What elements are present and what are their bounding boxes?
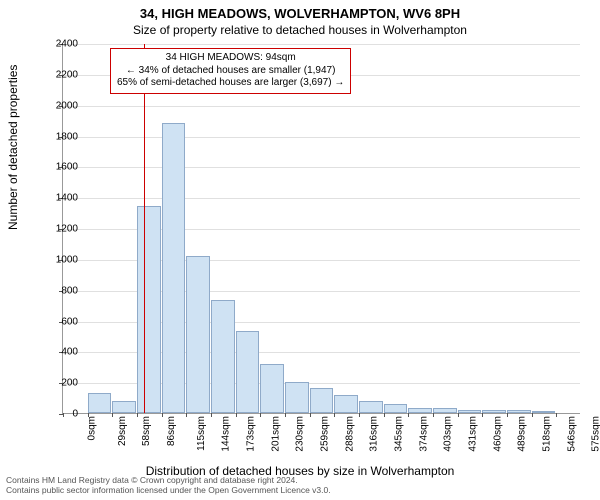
y-tick-label: 400 — [38, 347, 78, 358]
x-tick — [507, 413, 508, 417]
x-tick-label: 144sqm — [221, 416, 232, 452]
x-tick-label: 115sqm — [196, 416, 207, 451]
y-tick-label: 800 — [38, 285, 78, 296]
x-tick-label: 403sqm — [443, 416, 454, 452]
histogram-bar — [384, 404, 408, 413]
histogram-chart — [62, 44, 580, 414]
annotation-line-3: 65% of semi-detached houses are larger (… — [117, 77, 344, 90]
x-tick — [408, 413, 409, 417]
x-tick-label: 316sqm — [369, 416, 380, 452]
histogram-bar — [162, 123, 186, 413]
x-tick — [112, 413, 113, 417]
annotation-line-1: 34 HIGH MEADOWS: 94sqm — [117, 52, 344, 65]
x-tick — [482, 413, 483, 417]
x-tick — [334, 413, 335, 417]
y-tick-label: 600 — [38, 316, 78, 327]
x-tick — [137, 413, 138, 417]
histogram-bar — [507, 410, 531, 413]
page-title: 34, HIGH MEADOWS, WOLVERHAMPTON, WV6 8PH — [0, 6, 600, 21]
x-tick-label: 374sqm — [418, 416, 429, 452]
histogram-bar — [433, 408, 457, 413]
gridline — [63, 167, 580, 168]
histogram-bar — [186, 256, 210, 413]
attribution-footer: Contains HM Land Registry data © Crown c… — [6, 476, 331, 496]
histogram-bar — [482, 410, 506, 413]
x-tick-label: 29sqm — [117, 416, 128, 446]
x-tick-label: 431sqm — [468, 416, 479, 452]
y-tick-label: 1400 — [38, 193, 78, 204]
x-tick-label: 173sqm — [246, 416, 257, 452]
x-tick — [310, 413, 311, 417]
y-tick-label: 2400 — [38, 39, 78, 50]
annotation-box: 34 HIGH MEADOWS: 94sqm← 34% of detached … — [110, 48, 351, 94]
x-tick — [260, 413, 261, 417]
histogram-bar — [458, 410, 482, 413]
y-tick-label: 1200 — [38, 224, 78, 235]
histogram-bar — [359, 401, 383, 413]
histogram-bar — [211, 300, 235, 413]
x-tick — [532, 413, 533, 417]
x-tick-label: 201sqm — [270, 416, 281, 452]
page-subtitle: Size of property relative to detached ho… — [0, 23, 600, 37]
histogram-bar — [532, 411, 556, 413]
reference-line — [144, 44, 145, 413]
x-tick-label: 288sqm — [344, 416, 355, 452]
gridline — [63, 106, 580, 107]
y-tick-label: 0 — [38, 409, 78, 420]
histogram-bar — [334, 395, 358, 414]
annotation-line-2: ← 34% of detached houses are smaller (1,… — [117, 65, 344, 78]
x-tick-label: 0sqm — [86, 416, 97, 440]
x-tick-label: 575sqm — [591, 416, 600, 452]
x-tick-label: 58sqm — [141, 416, 152, 446]
gridline — [63, 44, 580, 45]
x-tick — [384, 413, 385, 417]
x-tick — [433, 413, 434, 417]
histogram-bar — [236, 331, 260, 413]
x-tick — [186, 413, 187, 417]
gridline — [63, 137, 580, 138]
x-tick-label: 259sqm — [320, 416, 331, 452]
x-tick-label: 546sqm — [566, 416, 577, 452]
x-tick-label: 518sqm — [542, 416, 553, 452]
y-tick-label: 1800 — [38, 131, 78, 142]
x-tick — [285, 413, 286, 417]
y-tick-label: 200 — [38, 378, 78, 389]
x-tick-label: 489sqm — [517, 416, 528, 452]
y-axis-label: Number of detached properties — [6, 65, 20, 230]
x-tick — [211, 413, 212, 417]
x-tick-label: 345sqm — [394, 416, 405, 452]
gridline — [63, 198, 580, 199]
x-tick — [359, 413, 360, 417]
histogram-bar — [408, 408, 432, 413]
histogram-bar — [260, 364, 284, 413]
x-tick — [556, 413, 557, 417]
footer-line-2: Contains public sector information licen… — [6, 486, 331, 496]
x-tick — [236, 413, 237, 417]
y-tick-label: 2000 — [38, 100, 78, 111]
histogram-bar — [285, 382, 309, 413]
y-tick-label: 1600 — [38, 162, 78, 173]
x-tick-label: 86sqm — [166, 416, 177, 446]
histogram-bar — [88, 393, 112, 413]
x-tick — [162, 413, 163, 417]
histogram-bar — [112, 401, 136, 413]
histogram-bar — [310, 388, 334, 413]
x-tick-label: 460sqm — [492, 416, 503, 452]
y-tick-label: 2200 — [38, 69, 78, 80]
y-tick-label: 1000 — [38, 254, 78, 265]
histogram-bar — [137, 206, 161, 413]
x-tick — [458, 413, 459, 417]
x-tick-label: 230sqm — [295, 416, 306, 452]
